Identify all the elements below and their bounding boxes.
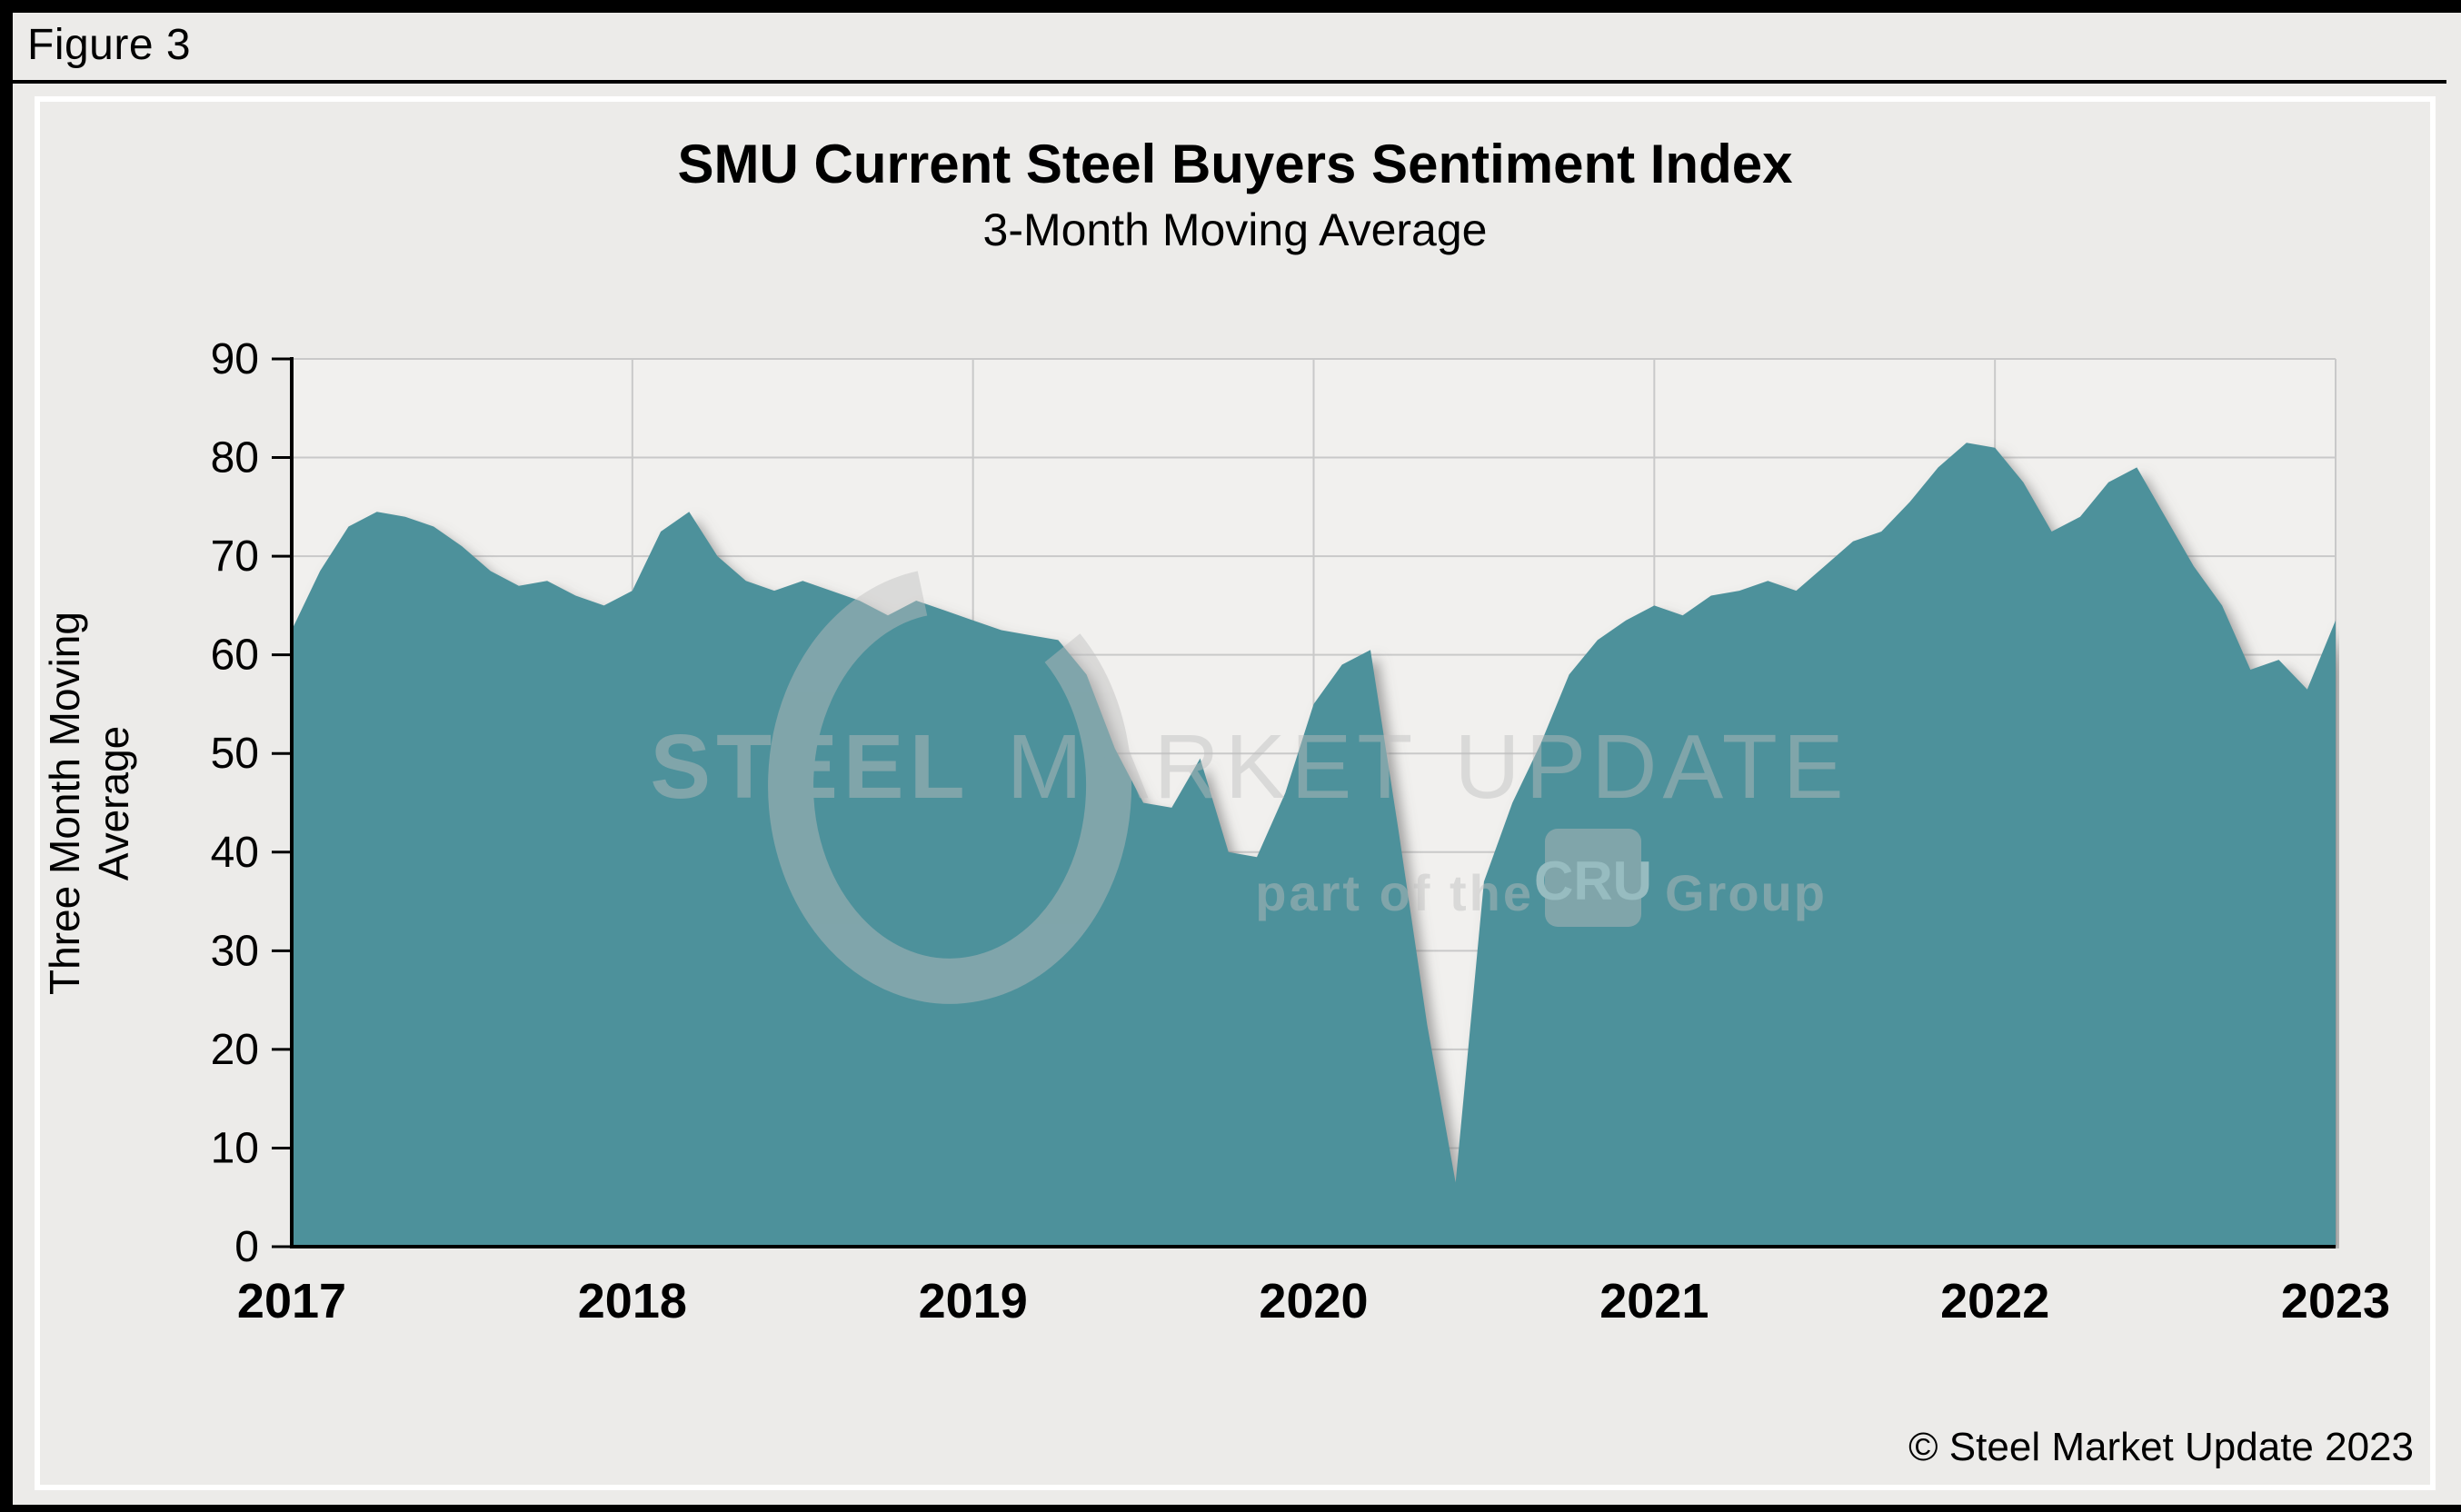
- y-tick-label-20: 20: [211, 1026, 259, 1074]
- watermark-tagline-right: Group: [1665, 864, 1827, 921]
- y-tick-label-90: 90: [211, 335, 259, 383]
- figure-label: Figure 3: [27, 21, 192, 69]
- watermark-main-text: STEEL MARKET UPDATE: [650, 716, 1848, 818]
- chart-title: SMU Current Steel Buyers Sentiment Index: [677, 134, 1793, 194]
- x-tick-label-2023: 2023: [2281, 1274, 2390, 1328]
- series-group: [292, 443, 2336, 1247]
- watermark: STEEL MARKET UPDATE part of the CRU Group: [650, 571, 1848, 1004]
- watermark-swoosh-icon: [768, 571, 1132, 1004]
- x-tick-label-2018: 2018: [578, 1274, 687, 1328]
- chart-subtitle: 3-Month Moving Average: [982, 204, 1488, 255]
- x-tick-label-2022: 2022: [1940, 1274, 2049, 1328]
- copyright-note: © Steel Market Update 2023: [1908, 1425, 2414, 1469]
- watermark-tagline-left: part of the: [1255, 864, 1534, 921]
- y-tick-label-10: 10: [211, 1124, 259, 1172]
- x-tick-label-2021: 2021: [1599, 1274, 1709, 1328]
- x-tick-label-2017: 2017: [237, 1274, 346, 1328]
- x-tick-label-2019: 2019: [919, 1274, 1028, 1328]
- page-top-border: [0, 0, 2461, 13]
- page-bottom-border: [0, 1505, 2461, 1512]
- sentiment-area-series: [292, 443, 2336, 1247]
- y-tick-label-0: 0: [234, 1223, 259, 1271]
- y-tick-label-80: 80: [211, 434, 259, 482]
- y-tick-label-60: 60: [211, 632, 259, 680]
- x-tick-label-2020: 2020: [1259, 1274, 1368, 1328]
- y-tick-label-40: 40: [211, 829, 259, 877]
- y-tick-label-70: 70: [211, 532, 259, 581]
- watermark-cru-text: CRU: [1534, 850, 1652, 911]
- axes: 0 10 20 30 40 50 60 70 80 90 2017 2018 2019 2020 2021 2…: [211, 335, 2390, 1328]
- page-left-border: [0, 0, 13, 1512]
- y-tick-label-30: 30: [211, 927, 259, 975]
- watermark-cru-box: [1545, 829, 1641, 927]
- header-rule: [13, 80, 2446, 84]
- y-tick-label-50: 50: [211, 730, 259, 778]
